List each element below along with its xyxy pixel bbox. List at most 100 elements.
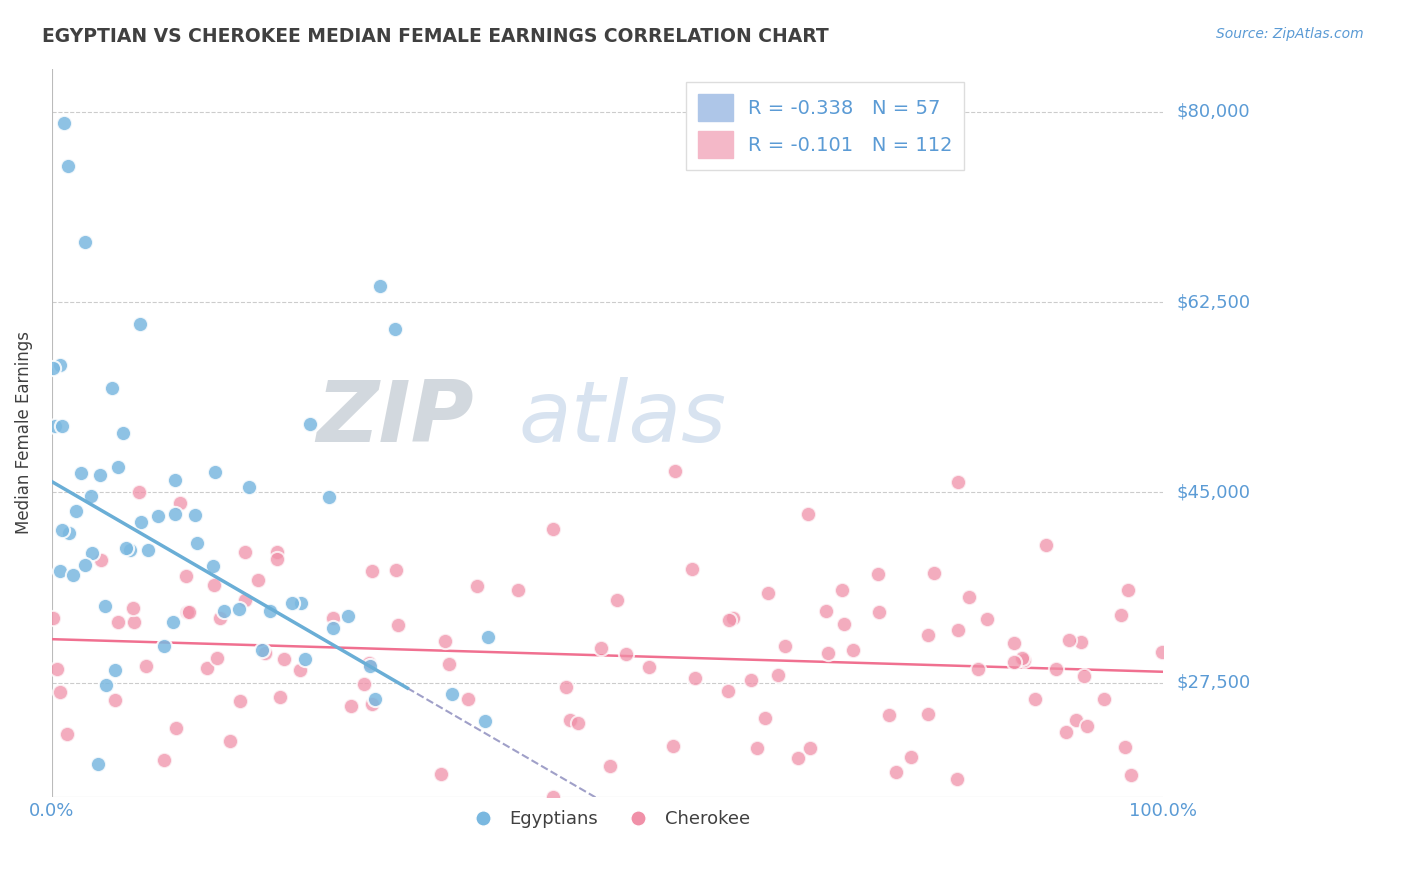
Point (756, 586, 779, 600)
Point (103, 663, 125, 677)
Point (75, 558, 97, 572)
Point (868, 605, 890, 619)
Point (209, 611, 232, 625)
Point (434, 633, 457, 648)
Point (387, 618, 409, 632)
Point (721, 611, 744, 625)
Point (136, 543, 159, 558)
Point (65, 504, 87, 518)
Point (58, 525, 80, 540)
Point (201, 558, 224, 573)
Point (543, 522, 565, 536)
Point (89, 467, 111, 482)
Point (1070, 635, 1092, 649)
Point (1064, 713, 1087, 727)
Point (169, 496, 191, 510)
Point (70, 467, 93, 481)
Point (90, 553, 112, 567)
Text: Source: ZipAtlas.com: Source: ZipAtlas.com (1216, 27, 1364, 41)
Point (599, 759, 621, 773)
Point (56, 727, 79, 741)
Point (364, 691, 387, 706)
Point (247, 573, 270, 587)
Point (638, 660, 661, 674)
Point (815, 604, 838, 618)
Point (51, 523, 73, 537)
Point (361, 698, 384, 712)
Point (437, 657, 460, 672)
Point (128, 318, 150, 332)
Point (917, 628, 939, 642)
Point (269, 690, 291, 704)
Point (1152, 645, 1174, 659)
Point (118, 543, 141, 558)
Point (440, 687, 463, 701)
Point (832, 616, 855, 631)
Text: ZIP: ZIP (316, 376, 474, 459)
Point (195, 661, 218, 675)
Point (976, 612, 998, 626)
Point (946, 475, 969, 489)
Point (946, 624, 969, 638)
Point (385, 563, 408, 577)
Point (281, 596, 304, 610)
Point (1076, 719, 1098, 733)
Point (153, 753, 176, 767)
Point (250, 643, 273, 657)
Point (877, 707, 900, 722)
Point (900, 750, 922, 764)
Text: $45,000: $45,000 (1177, 483, 1250, 501)
Point (73, 235, 96, 250)
Point (797, 507, 820, 521)
Point (336, 608, 359, 623)
Point (107, 615, 129, 629)
Point (591, 641, 613, 656)
Point (555, 681, 578, 695)
Point (967, 662, 990, 676)
Point (129, 515, 152, 529)
Text: $27,500: $27,500 (1177, 673, 1251, 691)
Point (773, 639, 796, 653)
Point (683, 671, 706, 685)
Point (266, 552, 288, 566)
Point (747, 741, 769, 756)
Point (135, 659, 157, 673)
Point (384, 322, 406, 336)
Point (946, 772, 969, 787)
Point (235, 593, 257, 607)
Point (922, 566, 945, 580)
Point (212, 604, 235, 618)
Point (176, 605, 198, 619)
Point (322, 611, 344, 625)
Point (219, 734, 242, 748)
Point (122, 615, 145, 630)
Point (474, 714, 496, 728)
Point (766, 667, 789, 681)
Point (831, 583, 853, 598)
Point (1035, 538, 1057, 552)
Point (664, 464, 686, 478)
Point (754, 711, 776, 725)
Point (233, 545, 256, 559)
Point (253, 646, 276, 660)
Point (42, 361, 65, 376)
Point (176, 569, 198, 583)
Point (48, 685, 70, 699)
Point (186, 536, 208, 550)
Text: atlas: atlas (519, 376, 727, 459)
Point (294, 652, 316, 666)
Point (259, 604, 281, 618)
Point (465, 579, 488, 593)
Point (567, 715, 589, 730)
Point (1119, 768, 1142, 782)
Point (842, 642, 865, 657)
Point (508, 582, 530, 597)
Point (165, 721, 187, 735)
Point (359, 659, 381, 673)
Point (62, 568, 84, 582)
Point (817, 646, 839, 660)
Point (56, 159, 79, 173)
Point (786, 751, 808, 765)
Point (457, 691, 479, 706)
Point (93, 599, 115, 614)
